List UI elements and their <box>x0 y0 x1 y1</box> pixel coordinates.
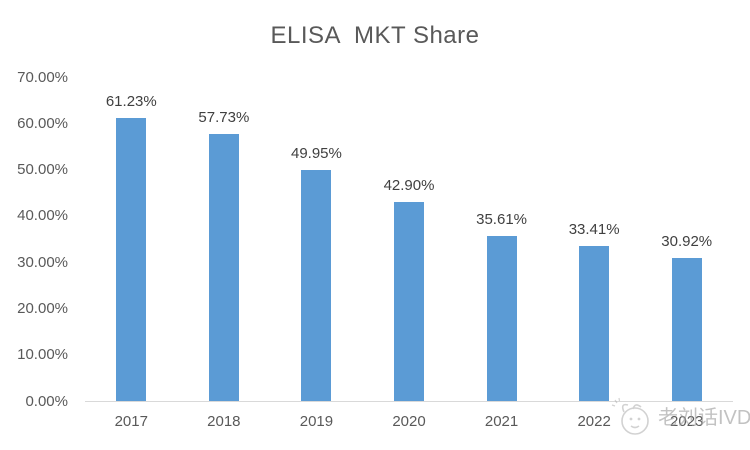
y-tick-label: 10.00% <box>17 346 68 364</box>
y-tick-label: 20.00% <box>17 299 68 317</box>
data-label-2023: 30.92% <box>661 232 713 250</box>
bar-2020 <box>394 202 424 401</box>
chart-title: ELISA MKT Share <box>270 22 480 49</box>
y-tick-label: 0.00% <box>25 392 68 410</box>
data-label-2018: 57.73% <box>198 108 250 126</box>
y-tick-label: 50.00% <box>17 161 68 179</box>
x-axis-label-2017: 2017 <box>114 413 148 430</box>
bar-2017 <box>116 117 147 401</box>
y-tick-label: 70.00% <box>17 68 68 86</box>
x-axis-label-2021: 2021 <box>484 413 519 430</box>
x-axis-label-2020: 2020 <box>392 413 426 430</box>
data-label-2020: 42.90% <box>383 177 435 195</box>
bar-2018 <box>208 133 239 401</box>
bar-2023 <box>671 257 702 401</box>
x-axis-label-2023: 2023 <box>670 413 704 430</box>
x-axis-label-2019: 2019 <box>299 413 334 430</box>
bar-2021 <box>486 236 517 401</box>
data-label-2017: 61.23% <box>105 92 157 110</box>
x-axis-line <box>85 401 733 402</box>
bar-2022 <box>579 246 610 401</box>
data-label-2021: 35.61% <box>476 211 527 229</box>
data-label-2022: 33.41% <box>568 221 620 239</box>
y-tick-label: 60.00% <box>17 114 68 132</box>
y-tick-label: 30.00% <box>17 253 68 271</box>
x-axis-label-2022: 2022 <box>577 413 611 430</box>
data-label-2019: 49.95% <box>290 144 342 162</box>
y-tick-label: 40.00% <box>17 207 68 225</box>
bar-2019 <box>301 169 332 401</box>
x-axis-label-2018: 2018 <box>207 413 241 430</box>
